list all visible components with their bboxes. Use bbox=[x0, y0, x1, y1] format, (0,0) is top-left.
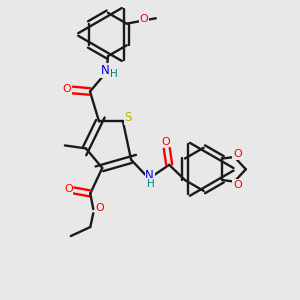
Text: N: N bbox=[101, 64, 110, 77]
Text: N: N bbox=[145, 169, 154, 182]
Text: O: O bbox=[233, 149, 242, 159]
Text: H: H bbox=[147, 179, 154, 189]
Text: O: O bbox=[95, 203, 104, 214]
Text: O: O bbox=[140, 14, 148, 24]
Text: O: O bbox=[63, 84, 72, 94]
Text: O: O bbox=[64, 184, 73, 194]
Text: O: O bbox=[162, 137, 171, 147]
Text: H: H bbox=[110, 69, 118, 80]
Text: S: S bbox=[125, 111, 132, 124]
Text: O: O bbox=[233, 180, 242, 190]
